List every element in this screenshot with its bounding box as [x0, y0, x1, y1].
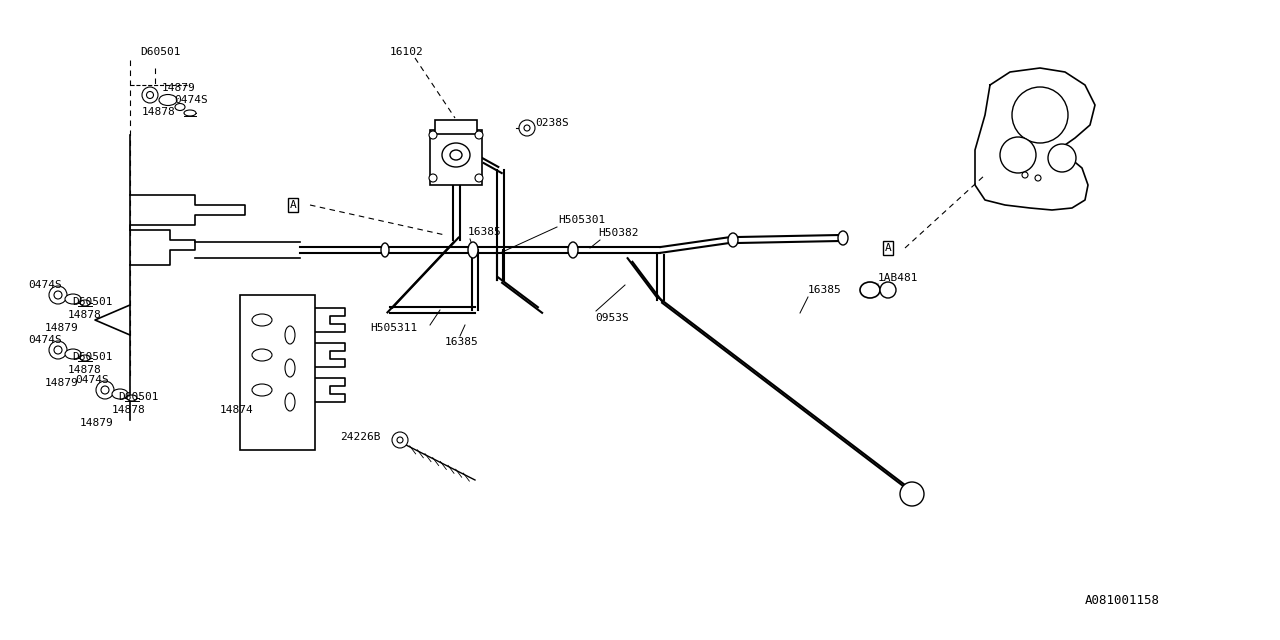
Circle shape — [49, 286, 67, 304]
Text: D60501: D60501 — [118, 392, 159, 402]
Ellipse shape — [728, 233, 739, 247]
Text: A: A — [884, 243, 891, 253]
Circle shape — [900, 482, 924, 506]
Circle shape — [518, 120, 535, 136]
Circle shape — [1000, 137, 1036, 173]
Text: D60501: D60501 — [140, 47, 180, 57]
Text: H505311: H505311 — [370, 323, 417, 333]
Ellipse shape — [442, 143, 470, 167]
Text: 16102: 16102 — [390, 47, 424, 57]
Ellipse shape — [65, 294, 81, 304]
Text: 16385: 16385 — [445, 337, 479, 347]
Circle shape — [96, 381, 114, 399]
Ellipse shape — [468, 242, 477, 258]
Circle shape — [1048, 144, 1076, 172]
Text: 0474S: 0474S — [174, 95, 207, 105]
Circle shape — [49, 341, 67, 359]
Ellipse shape — [252, 349, 273, 361]
Text: H50382: H50382 — [598, 228, 639, 238]
Text: A: A — [289, 200, 297, 210]
Ellipse shape — [175, 104, 186, 111]
Text: 16385: 16385 — [468, 227, 502, 237]
Text: 14874: 14874 — [220, 405, 253, 415]
Circle shape — [142, 87, 157, 103]
Ellipse shape — [252, 384, 273, 396]
Circle shape — [54, 346, 61, 354]
Bar — [430, 130, 483, 185]
Circle shape — [881, 282, 896, 298]
Text: 14879: 14879 — [45, 323, 79, 333]
Circle shape — [1012, 87, 1068, 143]
Circle shape — [146, 92, 154, 99]
Ellipse shape — [79, 300, 90, 306]
Text: 16385: 16385 — [808, 285, 842, 295]
Ellipse shape — [838, 231, 849, 245]
Bar — [241, 295, 315, 450]
Circle shape — [475, 131, 483, 139]
Text: 0238S: 0238S — [535, 118, 568, 128]
Text: D60501: D60501 — [72, 297, 113, 307]
Ellipse shape — [285, 359, 294, 377]
Circle shape — [429, 131, 436, 139]
Text: 14879: 14879 — [163, 83, 196, 93]
Text: 14879: 14879 — [45, 378, 79, 388]
Circle shape — [1036, 175, 1041, 181]
Ellipse shape — [127, 395, 137, 401]
Circle shape — [475, 174, 483, 182]
Ellipse shape — [252, 314, 273, 326]
Text: A081001158: A081001158 — [1085, 593, 1160, 607]
Text: D60501: D60501 — [72, 352, 113, 362]
Bar — [435, 120, 477, 134]
Circle shape — [101, 386, 109, 394]
Text: 14878: 14878 — [113, 405, 146, 415]
Ellipse shape — [79, 355, 90, 361]
Text: 0474S: 0474S — [76, 375, 109, 385]
Text: 0953S: 0953S — [595, 313, 628, 323]
Circle shape — [397, 437, 403, 443]
Text: 14878: 14878 — [68, 365, 101, 375]
Ellipse shape — [285, 326, 294, 344]
Text: 14879: 14879 — [79, 418, 114, 428]
Text: 14878: 14878 — [142, 107, 175, 117]
Ellipse shape — [381, 243, 389, 257]
Ellipse shape — [113, 389, 128, 399]
Text: 1AB481: 1AB481 — [878, 273, 919, 283]
Text: 0474S: 0474S — [28, 335, 61, 345]
Circle shape — [1021, 172, 1028, 178]
Ellipse shape — [184, 110, 196, 116]
Ellipse shape — [285, 393, 294, 411]
Circle shape — [392, 432, 408, 448]
Text: H505301: H505301 — [558, 215, 605, 225]
Ellipse shape — [159, 95, 177, 106]
Ellipse shape — [65, 349, 81, 359]
Circle shape — [429, 174, 436, 182]
Text: 14878: 14878 — [68, 310, 101, 320]
Text: 24226B: 24226B — [340, 432, 380, 442]
Text: 0474S: 0474S — [28, 280, 61, 290]
Ellipse shape — [451, 150, 462, 160]
Ellipse shape — [568, 242, 579, 258]
Circle shape — [524, 125, 530, 131]
Circle shape — [54, 291, 61, 299]
Ellipse shape — [860, 282, 881, 298]
